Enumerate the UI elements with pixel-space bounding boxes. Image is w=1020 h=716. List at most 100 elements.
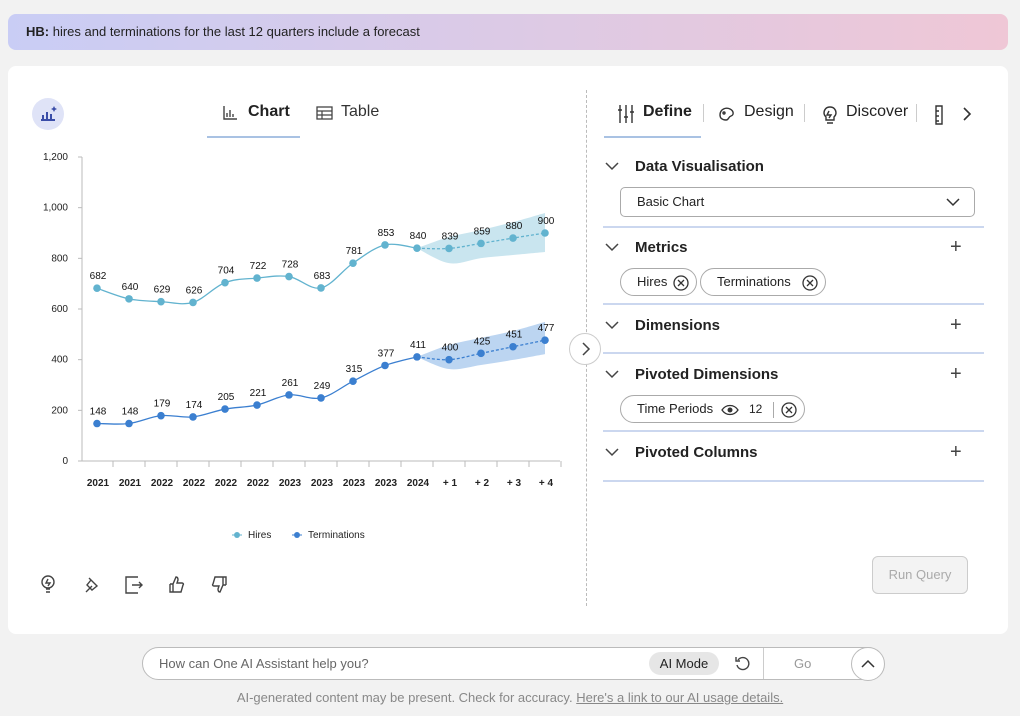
- chip-separator: [773, 402, 774, 418]
- value-label: 900: [538, 216, 555, 227]
- x-tick-label: 2022: [183, 478, 206, 489]
- eye-icon[interactable]: [721, 403, 739, 417]
- x-tick-label: 2023: [343, 478, 366, 489]
- legend-label: Terminations: [308, 530, 365, 541]
- value-label: 683: [314, 271, 331, 282]
- add-button[interactable]: +: [950, 314, 962, 336]
- value-label: 859: [474, 226, 491, 237]
- value-label: 377: [378, 348, 395, 359]
- value-label: 205: [218, 392, 235, 403]
- value-label: 315: [346, 364, 363, 375]
- metric-chip[interactable]: Hires: [620, 268, 697, 296]
- point: [381, 361, 389, 370]
- tab-define[interactable]: Define: [643, 103, 692, 120]
- value-label: 840: [410, 231, 427, 242]
- add-button[interactable]: +: [950, 441, 962, 463]
- point: [445, 355, 453, 364]
- add-button[interactable]: +: [950, 236, 962, 258]
- x-tick-label: 2021: [119, 478, 142, 489]
- separator: [603, 303, 984, 305]
- point: [413, 244, 421, 252]
- footer-link[interactable]: Here's a link to our AI usage details.: [576, 690, 784, 705]
- go-button[interactable]: Go: [794, 656, 812, 671]
- section-chevron[interactable]: [604, 160, 620, 172]
- point: [221, 278, 229, 287]
- thumbs-down-icon[interactable]: [211, 576, 227, 593]
- ai-mode-toggle[interactable]: AI Mode: [649, 652, 719, 675]
- point: [93, 284, 101, 293]
- run-query-button[interactable]: Run Query: [872, 556, 968, 594]
- tab-chart[interactable]: Chart: [248, 103, 290, 120]
- section-chevron[interactable]: [604, 319, 620, 331]
- point: [189, 298, 197, 307]
- thumbs-up-icon[interactable]: [169, 576, 185, 593]
- ai-button[interactable]: [32, 98, 64, 130]
- value-label: 451: [506, 330, 523, 341]
- tab-underline: [207, 136, 300, 138]
- value-label: 261: [282, 378, 299, 389]
- section-title: Data Visualisation: [635, 158, 764, 175]
- point: [125, 419, 133, 428]
- value-label: 880: [506, 221, 523, 232]
- forecast-line: [416, 232, 546, 250]
- x-tick-label: 2022: [247, 478, 270, 489]
- dimension-chip[interactable]: Time Periods 12: [620, 395, 805, 423]
- collapse-button[interactable]: [569, 333, 601, 365]
- tab-separator: [916, 104, 917, 122]
- value-label: 400: [442, 343, 459, 354]
- point: [381, 241, 389, 249]
- y-tick-label: 400: [51, 355, 68, 366]
- legend-label: Hires: [248, 530, 271, 541]
- separator: [603, 480, 984, 482]
- value-label: 148: [90, 407, 107, 418]
- chart: 0 200 400 600 800 1,000 1,200 2021 2021 2022 2022 2…: [43, 152, 562, 541]
- value-label: 626: [186, 285, 203, 296]
- input-separator: [763, 648, 764, 679]
- tab-design[interactable]: Design: [744, 103, 794, 120]
- separator: [603, 226, 984, 228]
- point: [349, 377, 357, 386]
- query-banner: HB: hires and terminations for the last …: [8, 14, 1008, 50]
- tab-table[interactable]: Table: [341, 103, 380, 120]
- point: [221, 405, 229, 413]
- tab-discover[interactable]: Discover: [846, 103, 909, 120]
- y-tick-label: 1,000: [43, 203, 68, 214]
- export-icon[interactable]: [125, 576, 143, 594]
- metric-chip[interactable]: Terminations: [700, 268, 826, 296]
- value-label: 629: [154, 285, 171, 296]
- section-chevron[interactable]: [604, 446, 620, 458]
- point: [349, 259, 357, 267]
- x-tick-label: + 1: [443, 478, 458, 489]
- value-label: 853: [378, 228, 395, 239]
- pin-icon[interactable]: [85, 577, 99, 593]
- point: [509, 234, 517, 242]
- point: [285, 391, 293, 399]
- value-label: 640: [122, 282, 139, 293]
- chip-count: 12: [749, 402, 763, 416]
- query-text: hires and terminations for the last 12 q…: [52, 24, 420, 39]
- point: [413, 353, 421, 361]
- point: [477, 349, 485, 358]
- value-label: 839: [442, 231, 459, 242]
- point: [125, 295, 133, 303]
- assistant-input[interactable]: How can One AI Assistant help you? AI Mo…: [142, 647, 884, 680]
- section-chevron[interactable]: [604, 368, 620, 380]
- reset-icon[interactable]: [734, 655, 750, 671]
- expand-button[interactable]: [851, 647, 885, 681]
- chip-label: Hires: [637, 274, 668, 289]
- insight-icon[interactable]: [41, 575, 55, 593]
- value-label: 781: [346, 246, 363, 257]
- point: [253, 401, 261, 409]
- y-tick-label: 200: [51, 405, 68, 416]
- visualisation-select[interactable]: Basic Chart: [620, 187, 975, 217]
- action-icons: [41, 575, 227, 594]
- value-label: 221: [250, 388, 267, 399]
- add-button[interactable]: +: [950, 363, 962, 385]
- section-chevron[interactable]: [604, 241, 620, 253]
- point: [317, 394, 325, 402]
- point: [157, 297, 165, 306]
- x-tick-label: + 2: [475, 478, 490, 489]
- chip-label: Terminations: [717, 274, 791, 289]
- table-tab-icon: [316, 105, 334, 126]
